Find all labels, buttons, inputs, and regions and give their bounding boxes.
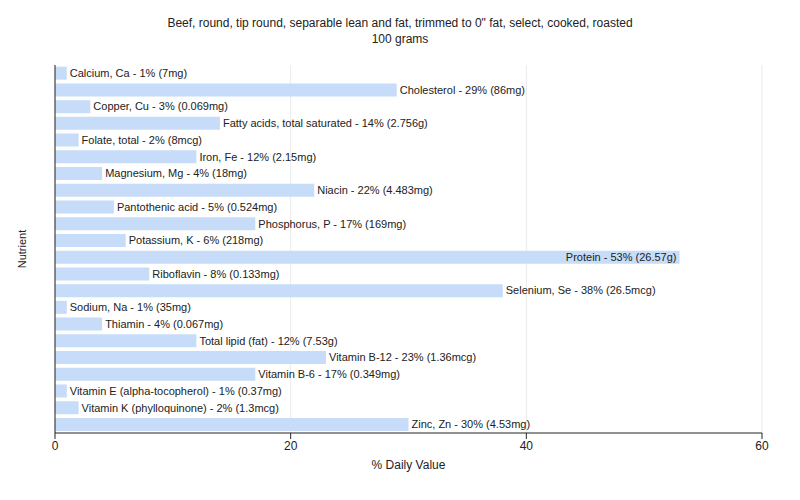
svg-text:Total lipid (fat) - 12% (7.53g: Total lipid (fat) - 12% (7.53g) [199, 335, 337, 347]
svg-text:Fatty acids, total saturated -: Fatty acids, total saturated - 14% (2.75… [223, 117, 428, 129]
svg-text:Vitamin B-12 - 23% (1.36mcg): Vitamin B-12 - 23% (1.36mcg) [329, 351, 476, 363]
svg-text:Magnesium, Mg - 4% (18mg): Magnesium, Mg - 4% (18mg) [105, 167, 247, 179]
svg-text:Iron, Fe - 12% (2.15mg): Iron, Fe - 12% (2.15mg) [199, 151, 316, 163]
svg-text:Potassium, K - 6% (218mg): Potassium, K - 6% (218mg) [129, 234, 264, 246]
svg-text:Pantothenic acid - 5% (0.524mg: Pantothenic acid - 5% (0.524mg) [117, 201, 277, 213]
svg-text:Selenium, Se - 38% (26.5mcg): Selenium, Se - 38% (26.5mcg) [506, 284, 656, 296]
html-text:Beef, round, tip round, separa: Beef, round, tip round, separable lean a… [167, 16, 633, 30]
svg-text:Vitamin E (alpha-tocopherol) -: Vitamin E (alpha-tocopherol) - 1% (0.37m… [70, 385, 282, 397]
svg-text:Copper, Cu - 3% (0.069mg): Copper, Cu - 3% (0.069mg) [93, 100, 228, 112]
svg-text:Calcium, Ca - 1% (7mg): Calcium, Ca - 1% (7mg) [70, 67, 187, 79]
svg-text:Thiamin - 4% (0.067mg): Thiamin - 4% (0.067mg) [105, 318, 223, 330]
svg-text:Phosphorus, P - 17% (169mg): Phosphorus, P - 17% (169mg) [258, 218, 406, 230]
svg-text:% Daily Value: % Daily Value [372, 458, 446, 472]
svg-text:Cholesterol - 29% (86mg): Cholesterol - 29% (86mg) [400, 84, 525, 96]
html-text:100 grams: 100 grams [371, 32, 429, 46]
svg-text:40: 40 [520, 439, 534, 453]
svg-text:20: 20 [284, 439, 298, 453]
svg-text:Riboflavin - 8% (0.133mg): Riboflavin - 8% (0.133mg) [152, 268, 279, 280]
svg-text:0: 0 [52, 439, 59, 453]
svg-text:Niacin - 22% (4.483mg): Niacin - 22% (4.483mg) [317, 184, 433, 196]
svg-text:Protein - 53% (26.57g): Protein - 53% (26.57g) [566, 251, 677, 263]
svg-text:60: 60 [755, 439, 769, 453]
svg-text:Zinc, Zn - 30% (4.53mg): Zinc, Zn - 30% (4.53mg) [412, 418, 531, 430]
svg-text:Vitamin K (phylloquinone) - 2%: Vitamin K (phylloquinone) - 2% (1.3mcg) [82, 402, 279, 414]
svg-text:Folate, total - 2% (8mcg): Folate, total - 2% (8mcg) [82, 134, 202, 146]
svg-text:Sodium, Na - 1% (35mg): Sodium, Na - 1% (35mg) [70, 301, 191, 313]
svg-text:Vitamin B-6 - 17% (0.349mg): Vitamin B-6 - 17% (0.349mg) [258, 368, 400, 380]
svg-text:Nutrient: Nutrient [16, 230, 28, 269]
